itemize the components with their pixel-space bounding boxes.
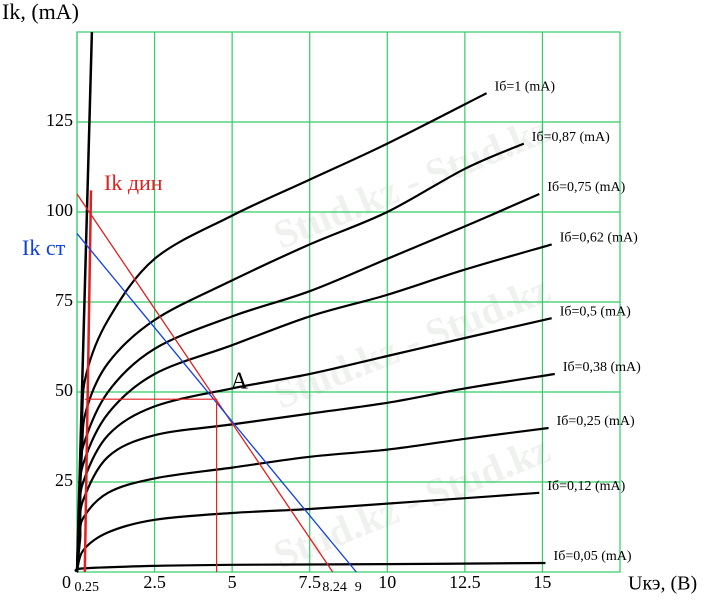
legend-label: Iб=1 (mA) [495, 79, 556, 94]
characteristic-curve [74, 561, 546, 574]
legend-label: Iб=0,62 (mA) [560, 231, 638, 246]
dynamic-line-label: Ik дин [104, 170, 163, 195]
y-tick-label: 25 [55, 470, 73, 490]
x-tick-label: 12.5 [449, 572, 481, 592]
watermark: Stud.kz - Stud.kz [267, 266, 556, 418]
legend-label: Iб=0,05 (mA) [554, 549, 632, 564]
legend-label: Iб=0,38 (mA) [563, 360, 641, 375]
x-tick-label: 15 [533, 572, 551, 592]
legend-label: Iб=0,75 (mA) [547, 180, 625, 195]
characteristic-curve [75, 317, 552, 573]
y-tick-label: 125 [46, 110, 73, 130]
watermark: Stud.kz - Stud.kz [267, 106, 556, 258]
characteristic-curve [75, 491, 540, 573]
x-tick-label: 8.24 [322, 580, 347, 595]
static-line-label: Ik ст [22, 235, 66, 260]
x-tick-label: 2.5 [143, 572, 166, 592]
characteristic-curve [75, 372, 555, 573]
y-tick-label: 50 [55, 380, 73, 400]
x-tick-label: 0 [62, 572, 71, 592]
legend-label: Iб=0,5 (mA) [560, 304, 631, 319]
saturation-line [75, 31, 94, 573]
operating-point-label: A [231, 369, 249, 395]
x-tick-label: 5 [228, 572, 237, 592]
x-tick-label: 10 [378, 572, 396, 592]
x-axis-title: Uкэ, (B) [628, 573, 697, 595]
load-line-dynamic [76, 193, 334, 573]
red-vertical-line [83, 190, 93, 573]
x-tick-label: 7.5 [298, 572, 321, 592]
legend-label: Iб=0,25 (mA) [557, 414, 635, 429]
legend-label: Iб=0,87 (mA) [532, 130, 610, 145]
x-tick-label: 9 [355, 580, 362, 595]
y-tick-label: 100 [46, 200, 73, 220]
legend-label: Iб=0,12 (mA) [547, 479, 625, 494]
x-tick-label: 0.25 [75, 580, 100, 595]
plot-frame [76, 31, 621, 573]
characteristic-curve [75, 142, 525, 573]
y-tick-label: 75 [55, 290, 73, 310]
characteristic-curve [75, 426, 549, 573]
y-axis-title: Ik, (mA) [2, 0, 79, 24]
